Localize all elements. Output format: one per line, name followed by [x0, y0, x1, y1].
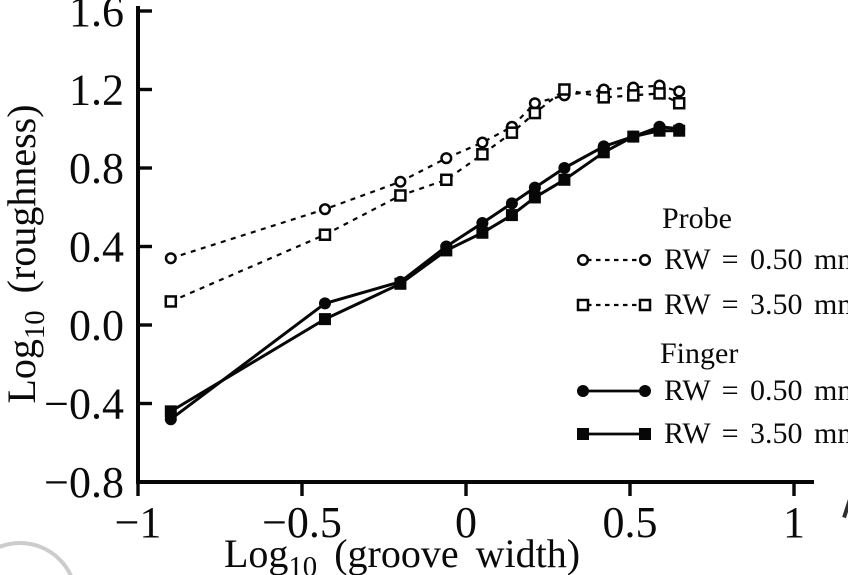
- y-tick-label: 0.8: [69, 144, 124, 193]
- x-tick-label: 0.5: [603, 498, 658, 547]
- series-line-probe-rw-0-50: [170, 84, 680, 260]
- series-finger-rw-3-50-filled-square-marker: [558, 173, 571, 186]
- series-probe-rw-3-50-open-square-marker: [528, 106, 542, 120]
- series-finger-rw-0-50-filled-circle-marker: [318, 297, 331, 310]
- series-finger-rw-3-50-filled-square-marker: [673, 124, 686, 137]
- series-probe-rw-3-50-open-square-marker: [627, 89, 640, 102]
- legend-item-probe-rw-3-50: RW = 3.50 mm: [572, 288, 848, 322]
- x-tick-label: 1: [783, 498, 805, 547]
- series-probe-rw-3-50-open-square-marker: [653, 87, 666, 100]
- series-finger-rw-3-50-filled-square-marker: [164, 405, 177, 418]
- series-finger-rw-0-50-filled-circle-marker: [505, 197, 518, 210]
- series-probe-rw-3-50-open-square-marker: [558, 83, 571, 96]
- y-tick-label: 0.0: [69, 301, 124, 350]
- series-finger-rw-0-50-filled-circle-marker: [558, 162, 571, 174]
- y-tick-label: −0.4: [44, 380, 124, 429]
- y-tick-label: 1.6: [69, 0, 124, 36]
- series-probe-rw-3-50-open-square-marker: [394, 189, 407, 202]
- y-tick-label: −0.8: [44, 458, 124, 507]
- series-probe-rw-3-50-open-square-marker: [672, 96, 686, 110]
- legend-item-label: RW = 3.50 mm: [664, 417, 848, 450]
- series-probe-rw-0-50-open-circle-marker: [528, 97, 541, 110]
- legend-sample-open-square-marker: [638, 298, 652, 312]
- legend-sample-filled-circle-solid-icon: [577, 385, 651, 397]
- y-axis-title-rest: (roughness): [0, 104, 44, 311]
- legend-sample-open-circle-dashed-icon: [576, 253, 652, 267]
- series-probe-rw-0-50-open-circle-marker: [394, 175, 407, 188]
- series-probe-rw-3-50-open-square-marker: [440, 173, 453, 187]
- series-probe-rw-0-50-open-circle-marker: [440, 152, 453, 165]
- y-tick-label: 1.2: [69, 66, 124, 115]
- series-finger-rw-0-50-filled-circle-marker: [476, 216, 489, 229]
- x-tick-label: 0: [455, 498, 477, 547]
- series-finger-rw-3-50-filled-square-marker: [505, 209, 518, 222]
- legend-item-finger-rw-3-50: RW = 3.50 mm: [572, 417, 848, 451]
- series-probe-rw-3-50-open-square-marker: [505, 126, 519, 139]
- legend-item-label: RW = 0.50 mm: [664, 243, 848, 276]
- series-probe-rw-0-50-open-circle-marker: [476, 136, 489, 149]
- series-finger-rw-0-50-filled-circle-marker: [528, 181, 541, 194]
- x-axis-title-prefix: Log: [223, 531, 289, 575]
- series-finger-rw-3-50-filled-square-marker: [318, 313, 331, 326]
- legend-item-label: RW = 0.50 mm: [664, 374, 848, 407]
- legend-group-title-finger: Finger: [660, 337, 739, 370]
- legend-item-probe-rw-0-50: RW = 0.50 mm: [572, 243, 848, 277]
- series-finger-rw-3-50-filled-square-marker: [476, 226, 489, 239]
- series-probe-rw-3-50-open-square-marker: [164, 295, 178, 308]
- x-axis-title-rest: (groove width): [317, 531, 581, 575]
- series-finger-rw-3-50-filled-square-marker: [627, 130, 640, 143]
- legend-item-finger-rw-0-50: RW = 0.50 mm: [572, 374, 848, 408]
- series-probe-rw-0-50-open-circle-marker: [318, 203, 332, 216]
- y-tick-label: 0.4: [69, 223, 124, 272]
- legend-sample-open-circle-marker: [638, 253, 652, 267]
- series-probe-rw-0-50-open-circle-marker: [673, 85, 686, 98]
- series-probe-rw-3-50-open-square-marker: [476, 148, 489, 161]
- series-finger-rw-3-50-filled-square-marker: [528, 191, 541, 204]
- x-tick-label: −1: [115, 498, 162, 547]
- series-probe-rw-0-50-open-circle-marker: [164, 252, 177, 265]
- legend-sample-filled-circle-marker: [577, 385, 589, 397]
- series-probe-rw-3-50-open-square-marker: [318, 228, 332, 241]
- series-finger-rw-3-50-filled-square-marker: [394, 277, 407, 290]
- legend-sample-open-square-dashed-icon: [576, 298, 652, 312]
- series-finger-rw-3-50-filled-square-marker: [597, 146, 610, 159]
- series-probe-rw-3-50-open-square-marker: [597, 91, 611, 104]
- y-axis-title-prefix: Log: [0, 339, 44, 404]
- legend-group-title-probe: Probe: [662, 202, 732, 235]
- legend-sample-filled-circle-marker: [639, 385, 651, 397]
- legend-sample-open-square-marker: [576, 298, 590, 312]
- series-finger-rw-3-50-filled-square-marker: [653, 124, 666, 137]
- legend-item-label: RW = 3.50 mm: [664, 288, 848, 321]
- x-tick-label: −0.5: [262, 498, 342, 547]
- x-axis-title: Log10 (groove width): [160, 530, 644, 575]
- legend-sample-filled-square-marker: [639, 428, 651, 440]
- y-axis-title-sub: 10: [19, 310, 51, 340]
- legend-sample-filled-square-marker: [577, 428, 589, 440]
- legend-sample-filled-square-solid-icon: [577, 428, 651, 440]
- series-finger-rw-3-50-filled-square-marker: [440, 244, 453, 257]
- legend-sample-open-circle-marker: [576, 253, 590, 267]
- y-axis-title: Log10 (roughness): [0, 54, 51, 454]
- x-axis-title-sub: 10: [288, 551, 318, 575]
